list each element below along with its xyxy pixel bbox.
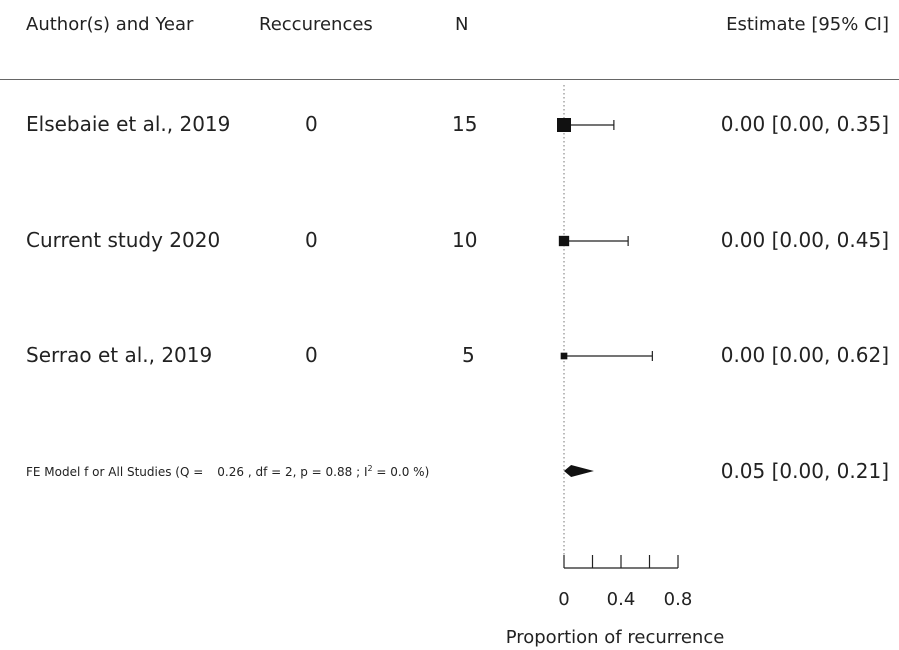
header-n: N <box>455 14 469 35</box>
header-rule <box>0 79 899 80</box>
x-axis-label: Proportion of recurrence <box>506 627 725 648</box>
study-events-1: 0 <box>305 112 318 136</box>
summary-label-end: = 0.0 %) <box>372 465 430 479</box>
x-tick-label-1: 0 <box>558 589 569 610</box>
header-estimate: Estimate [95% CI] <box>726 14 889 35</box>
summary-label: FE Model f or All Studies (Q = 0.26 , df … <box>26 464 429 479</box>
summary-label-stats: 0.26 , df = 2, p = 0.88 ; I <box>217 465 368 479</box>
x-tick-label-3: 0.8 <box>664 589 693 610</box>
study-n-2: 10 <box>452 228 478 252</box>
summary-label-prefix: FE Model f or All Studies (Q = <box>26 465 204 479</box>
study-label-1: Elsebaie et al., 2019 <box>26 112 231 136</box>
estimate-square-2 <box>558 235 570 247</box>
summary-estimate: 0.05 [0.00, 0.21] <box>720 459 889 483</box>
x-tick-label-2: 0.4 <box>607 589 636 610</box>
header-events: Reccurences <box>259 14 373 35</box>
study-events-3: 0 <box>305 343 318 367</box>
estimate-square-1 <box>557 118 571 132</box>
study-events-2: 0 <box>305 228 318 252</box>
study-estimate-2: 0.00 [0.00, 0.45] <box>720 228 889 252</box>
summary-diamond <box>564 465 594 477</box>
study-label-3: Serrao et al., 2019 <box>26 343 213 367</box>
header-study: Author(s) and Year <box>26 14 194 35</box>
study-n-3: 5 <box>462 343 475 367</box>
study-estimate-3: 0.00 [0.00, 0.62] <box>720 343 889 367</box>
study-label-2: Current study 2020 <box>26 228 221 252</box>
study-estimate-1: 0.00 [0.00, 0.35] <box>720 112 889 136</box>
study-n-1: 15 <box>452 112 478 136</box>
summary-label-sup: 2 <box>367 464 373 473</box>
estimate-square-3 <box>560 352 568 360</box>
